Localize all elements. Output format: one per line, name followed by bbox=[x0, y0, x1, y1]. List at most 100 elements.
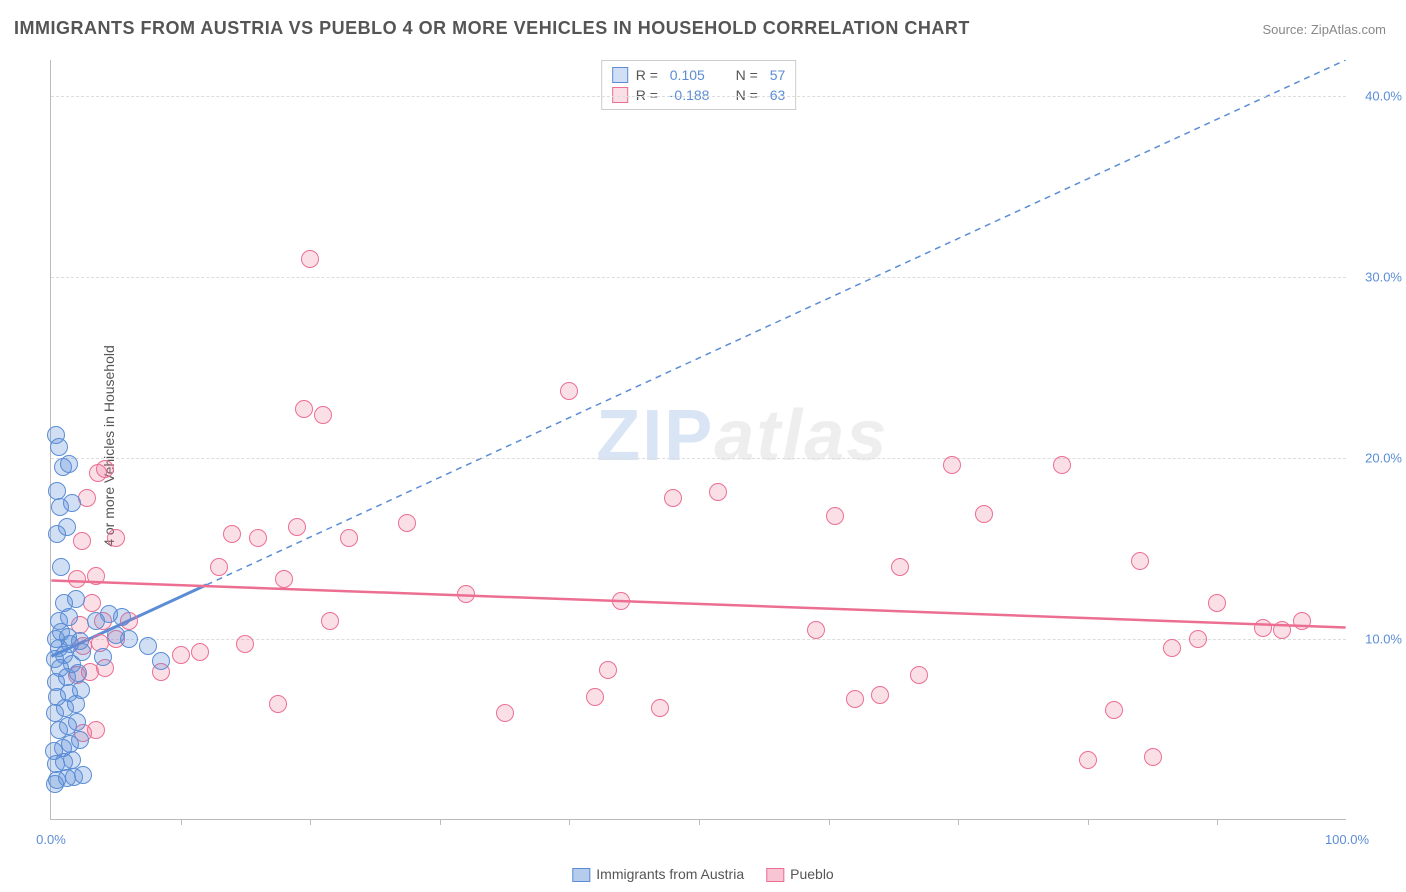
data-point bbox=[1053, 456, 1071, 474]
data-point bbox=[67, 590, 85, 608]
plot-area: ZIPatlas R = 0.105 N = 57R = -0.188 N = … bbox=[50, 60, 1346, 820]
data-point bbox=[74, 766, 92, 784]
data-point bbox=[52, 558, 70, 576]
data-point bbox=[301, 250, 319, 268]
data-point bbox=[560, 382, 578, 400]
data-point bbox=[599, 661, 617, 679]
data-point bbox=[1079, 751, 1097, 769]
data-point bbox=[943, 456, 961, 474]
data-point bbox=[269, 695, 287, 713]
data-point bbox=[139, 637, 157, 655]
data-point bbox=[1254, 619, 1272, 637]
data-point bbox=[295, 400, 313, 418]
y-tick-label: 40.0% bbox=[1365, 89, 1402, 104]
data-point bbox=[249, 529, 267, 547]
data-point bbox=[96, 460, 114, 478]
data-point bbox=[826, 507, 844, 525]
legend-item: Immigrants from Austria bbox=[572, 866, 744, 882]
chart-title: IMMIGRANTS FROM AUSTRIA VS PUEBLO 4 OR M… bbox=[14, 18, 970, 39]
x-tick-mark bbox=[440, 819, 441, 825]
data-point bbox=[846, 690, 864, 708]
legend-swatch bbox=[766, 868, 784, 882]
data-point bbox=[314, 406, 332, 424]
y-tick-label: 10.0% bbox=[1365, 632, 1402, 647]
x-tick-mark bbox=[699, 819, 700, 825]
legend-item: Pueblo bbox=[766, 866, 834, 882]
data-point bbox=[1105, 701, 1123, 719]
legend-r-value: 0.105 bbox=[670, 67, 724, 83]
gridline-h bbox=[51, 277, 1346, 278]
legend-label: Pueblo bbox=[790, 866, 834, 882]
data-point bbox=[73, 532, 91, 550]
data-point bbox=[87, 721, 105, 739]
data-point bbox=[107, 529, 125, 547]
data-point bbox=[120, 630, 138, 648]
data-point bbox=[191, 643, 209, 661]
data-point bbox=[709, 483, 727, 501]
data-point bbox=[398, 514, 416, 532]
legend-swatch bbox=[572, 868, 590, 882]
data-point bbox=[236, 635, 254, 653]
source-label: Source: ZipAtlas.com bbox=[1262, 22, 1386, 37]
data-point bbox=[68, 713, 86, 731]
y-tick-label: 30.0% bbox=[1365, 270, 1402, 285]
x-tick-mark bbox=[310, 819, 311, 825]
data-point bbox=[63, 494, 81, 512]
gridline-h bbox=[51, 458, 1346, 459]
correlation-legend: R = 0.105 N = 57R = -0.188 N = 63 bbox=[601, 60, 797, 110]
legend-label: Immigrants from Austria bbox=[596, 866, 744, 882]
series-legend: Immigrants from Austria Pueblo bbox=[572, 866, 833, 882]
data-point bbox=[71, 731, 89, 749]
data-point bbox=[457, 585, 475, 603]
data-point bbox=[83, 594, 101, 612]
data-point bbox=[1273, 621, 1291, 639]
data-point bbox=[223, 525, 241, 543]
x-tick-mark bbox=[958, 819, 959, 825]
data-point bbox=[275, 570, 293, 588]
data-point bbox=[321, 612, 339, 630]
data-point bbox=[871, 686, 889, 704]
data-point bbox=[172, 646, 190, 664]
data-point bbox=[891, 558, 909, 576]
data-point bbox=[1208, 594, 1226, 612]
y-tick-label: 20.0% bbox=[1365, 451, 1402, 466]
data-point bbox=[1293, 612, 1311, 630]
data-point bbox=[48, 482, 66, 500]
data-point bbox=[288, 518, 306, 536]
data-point bbox=[651, 699, 669, 717]
legend-r-prefix: R = bbox=[636, 67, 662, 83]
data-point bbox=[113, 608, 131, 626]
data-point bbox=[664, 489, 682, 507]
x-tick-label: 0.0% bbox=[36, 832, 66, 847]
legend-r-value: -0.188 bbox=[670, 87, 724, 103]
watermark-atlas: atlas bbox=[714, 395, 888, 475]
data-point bbox=[72, 681, 90, 699]
x-tick-label: 100.0% bbox=[1325, 832, 1369, 847]
data-point bbox=[58, 518, 76, 536]
x-tick-mark bbox=[181, 819, 182, 825]
data-point bbox=[910, 666, 928, 684]
data-point bbox=[586, 688, 604, 706]
data-point bbox=[1163, 639, 1181, 657]
gridline-h bbox=[51, 96, 1346, 97]
x-tick-mark bbox=[1217, 819, 1218, 825]
data-point bbox=[975, 505, 993, 523]
data-point bbox=[340, 529, 358, 547]
legend-row: R = -0.188 N = 63 bbox=[612, 85, 786, 105]
data-point bbox=[68, 570, 86, 588]
correlation-chart: IMMIGRANTS FROM AUSTRIA VS PUEBLO 4 OR M… bbox=[0, 0, 1406, 892]
legend-r-prefix: R = bbox=[636, 87, 662, 103]
data-point bbox=[87, 567, 105, 585]
x-tick-mark bbox=[829, 819, 830, 825]
data-point bbox=[210, 558, 228, 576]
data-point bbox=[807, 621, 825, 639]
data-point bbox=[60, 455, 78, 473]
watermark: ZIPatlas bbox=[596, 394, 888, 476]
data-point bbox=[47, 426, 65, 444]
x-tick-mark bbox=[1088, 819, 1089, 825]
legend-swatch bbox=[612, 67, 628, 83]
x-tick-mark bbox=[569, 819, 570, 825]
legend-n-value: 57 bbox=[770, 67, 786, 83]
data-point bbox=[496, 704, 514, 722]
data-point bbox=[152, 652, 170, 670]
